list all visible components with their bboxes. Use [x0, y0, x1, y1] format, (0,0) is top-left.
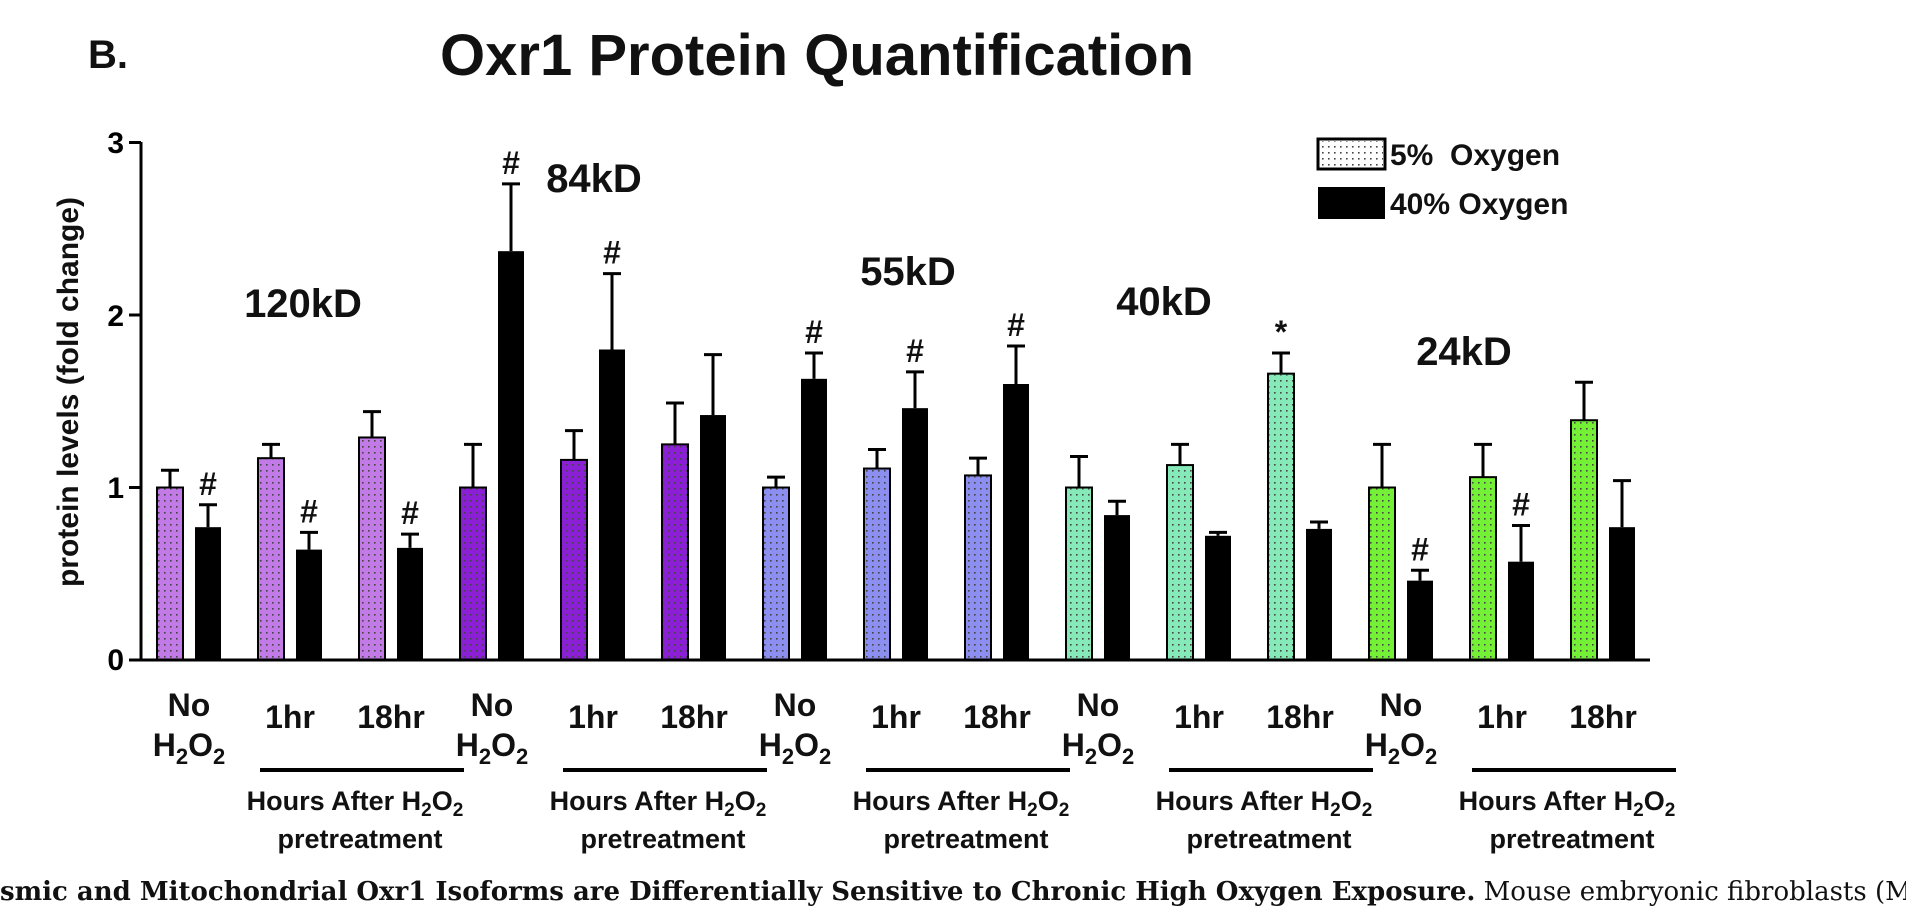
- significance-mark: #: [906, 333, 924, 369]
- x-tick-label-h2o2: H2O2: [759, 727, 832, 769]
- x-tick-label-h2o2: H2O2: [1062, 727, 1135, 769]
- y-tick-label: 0: [107, 644, 124, 677]
- bar-40pct-oxygen: [1508, 561, 1534, 660]
- pretreatment-label: Hours After H2O2: [1459, 786, 1676, 821]
- bar-40pct-oxygen: [1104, 515, 1130, 660]
- legend-label-40pct: 40% Oxygen: [1390, 188, 1568, 221]
- pretreatment-label: Hours After H2O2: [1156, 786, 1373, 821]
- bar-40pct-oxygen: [1003, 384, 1029, 660]
- bar-5pct-dot-fill: [663, 445, 687, 659]
- bar-5pct-dot-fill: [259, 459, 283, 659]
- pretreatment-label: Hours After H2O2: [550, 786, 767, 821]
- bar-40pct-oxygen: [1205, 535, 1231, 660]
- bar-5pct-dot-fill: [461, 488, 485, 659]
- y-tick-label: 2: [107, 300, 124, 333]
- x-tick-label-time: 18hr: [357, 699, 425, 735]
- x-tick-label-time: 1hr: [871, 699, 921, 735]
- bar-5pct-dot-fill: [1168, 466, 1192, 659]
- bar-40pct-oxygen: [296, 549, 322, 660]
- bar-40pct-oxygen: [801, 378, 827, 660]
- x-tick-label-time: 1hr: [1477, 699, 1527, 735]
- x-tick-label-time: 1hr: [568, 699, 618, 735]
- bar-5pct-dot-fill: [1471, 478, 1495, 659]
- bar-5pct-dot-fill: [1370, 488, 1394, 659]
- x-tick-label-time: 18hr: [1569, 699, 1637, 735]
- bar-40pct-oxygen: [700, 415, 726, 660]
- legend-swatch-5pct-dots: [1320, 141, 1383, 167]
- significance-mark: #: [1007, 307, 1025, 343]
- bar-40pct-oxygen: [397, 547, 423, 660]
- x-tick-label-time: 1hr: [1174, 699, 1224, 735]
- x-tick-label-time: 18hr: [963, 699, 1031, 735]
- isoform-label: 40kD: [1116, 280, 1212, 324]
- bar-5pct-dot-fill: [865, 469, 889, 659]
- y-axis: 0 1 2 3: [107, 127, 143, 677]
- x-tick-label-no: No: [168, 687, 211, 723]
- x-tick-label-no: No: [774, 687, 817, 723]
- bar-40pct-oxygen: [498, 251, 524, 661]
- legend-label-5pct: 5% Oxygen: [1390, 139, 1560, 172]
- legend-swatch-40pct: [1318, 187, 1385, 219]
- caption-text: Mouse embryonic fibroblasts (MEF) cells: [1483, 877, 1906, 907]
- isoform-label: 84kD: [546, 157, 642, 201]
- pretreatment-label-line2: pretreatment: [1186, 824, 1351, 854]
- pretreatment-label-line2: pretreatment: [883, 824, 1048, 854]
- caption-bold: smic and Mitochondrial Oxr1 Isoforms are…: [0, 877, 1476, 907]
- significance-mark: #: [1411, 531, 1429, 567]
- bar-40pct-oxygen: [1407, 580, 1433, 660]
- significance-mark: #: [300, 493, 318, 529]
- significance-mark: *: [1275, 314, 1288, 350]
- figure-caption: smic and Mitochondrial Oxr1 Isoforms are…: [0, 868, 1906, 917]
- x-tick-label-no: No: [1077, 687, 1120, 723]
- bar-5pct-dot-fill: [1572, 421, 1596, 659]
- bar-40pct-oxygen: [1609, 527, 1635, 660]
- pretreatment-label-line2: pretreatment: [580, 824, 745, 854]
- bar-40pct-oxygen: [1306, 528, 1332, 660]
- significance-mark: #: [1512, 486, 1530, 522]
- bar-5pct-dot-fill: [562, 460, 586, 659]
- bar-5pct-dot-fill: [1067, 488, 1091, 659]
- bar-5pct-dot-fill: [966, 476, 990, 659]
- y-tick-label: 1: [107, 472, 124, 505]
- significance-mark: #: [199, 466, 217, 502]
- chart-title: Oxr1 Protein Quantification: [440, 23, 1194, 88]
- bar-40pct-oxygen: [902, 408, 928, 660]
- significance-mark: #: [401, 495, 419, 531]
- x-tick-label-h2o2: H2O2: [1365, 727, 1438, 769]
- significance-mark: #: [805, 314, 823, 350]
- x-tick-label-no: No: [471, 687, 514, 723]
- pretreatment-label: Hours After H2O2: [247, 786, 464, 821]
- bar-5pct-dot-fill: [360, 438, 384, 659]
- significance-mark: #: [502, 145, 520, 181]
- x-tick-label-time: 18hr: [1266, 699, 1334, 735]
- bar-5pct-dot-fill: [158, 488, 182, 659]
- isoform-label: 24kD: [1416, 330, 1512, 374]
- isoform-label: 120kD: [244, 282, 362, 326]
- panel-label: B.: [88, 33, 128, 77]
- x-tick-label-h2o2: H2O2: [456, 727, 529, 769]
- bar-5pct-dot-fill: [1269, 374, 1293, 659]
- x-tick-label-time: 1hr: [265, 699, 315, 735]
- bar-40pct-oxygen: [599, 349, 625, 660]
- legend: 5% Oxygen 40% Oxygen: [1316, 137, 1568, 221]
- x-tick-label-time: 18hr: [660, 699, 728, 735]
- pretreatment-label-line2: pretreatment: [277, 824, 442, 854]
- x-tick-label-h2o2: H2O2: [153, 727, 226, 769]
- bar-5pct-dot-fill: [764, 488, 788, 659]
- isoform-label: 55kD: [860, 250, 956, 294]
- pretreatment-label: Hours After H2O2: [853, 786, 1070, 821]
- significance-mark: #: [603, 235, 621, 271]
- x-tick-label-no: No: [1380, 687, 1423, 723]
- pretreatment-label-line2: pretreatment: [1489, 824, 1654, 854]
- y-axis-label: protein levels (fold change): [52, 197, 85, 587]
- bar-40pct-oxygen: [195, 527, 221, 660]
- y-tick-label: 3: [107, 127, 124, 160]
- plot-area: # # # # # # # # * # #120kD 84kD 55kD 40kD 24kD No H2O2 1h…: [129, 141, 1676, 854]
